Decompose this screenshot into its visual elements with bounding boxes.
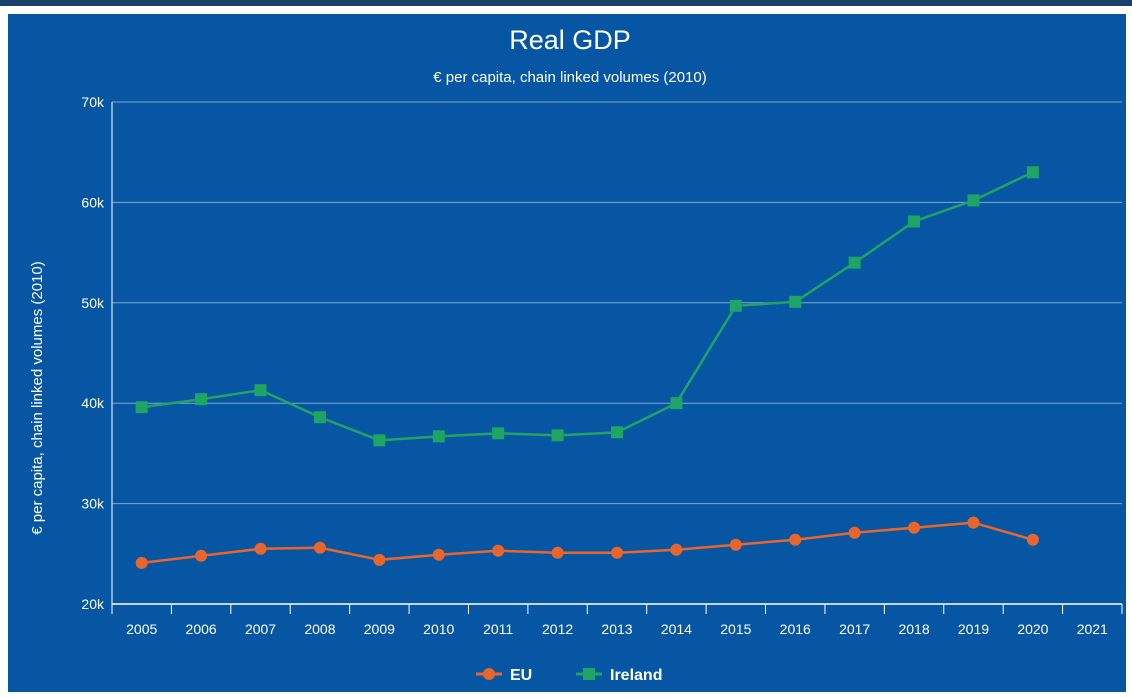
chart-subtitle: € per capita, chain linked volumes (2010… <box>433 69 707 86</box>
data-point-ireland <box>551 429 564 442</box>
data-point-eu <box>611 546 623 559</box>
legend-marker-eu <box>483 668 495 680</box>
data-point-ireland <box>729 299 742 312</box>
y-tick-label: 40k <box>81 395 105 411</box>
x-tick-label: 2007 <box>245 621 276 637</box>
y-tick-label: 30k <box>81 496 105 512</box>
data-point-eu <box>432 548 445 561</box>
x-tick-label: 2008 <box>304 621 335 637</box>
data-point-eu <box>135 556 148 569</box>
x-tick-label: 2014 <box>661 621 692 637</box>
legend: EU Ireland <box>476 667 662 684</box>
data-point-ireland <box>195 393 208 406</box>
x-tick-label: 2011 <box>483 621 513 637</box>
x-tick-label: 2018 <box>898 621 929 637</box>
data-point-ireland <box>611 426 623 439</box>
data-point-eu <box>967 516 980 529</box>
x-tick-label: 2016 <box>780 621 811 637</box>
data-point-eu <box>908 521 921 534</box>
series-line-eu <box>141 521 1034 565</box>
data-point-eu <box>313 541 326 554</box>
x-tick-label: 2017 <box>839 621 870 637</box>
x-tick-label: 2012 <box>542 621 573 637</box>
y-tick-label: 60k <box>81 194 105 210</box>
data-point-eu <box>492 544 505 557</box>
data-point-eu <box>195 549 208 562</box>
data-point-eu <box>254 542 267 555</box>
data-point-ireland <box>789 295 802 308</box>
top-bar <box>0 0 1132 6</box>
data-point-eu <box>373 553 386 566</box>
series-line-ireland <box>141 171 1034 442</box>
data-point-eu <box>670 543 683 556</box>
x-tick-label: 2015 <box>720 621 751 637</box>
data-point-eu <box>551 546 564 559</box>
axes: 20k 30k 40k 50k 60k 70k 2005 2006 2007 2008 2009 20… <box>81 94 1123 637</box>
x-tick-label: 2019 <box>958 621 989 637</box>
data-point-ireland <box>967 194 980 207</box>
chart-title: Real GDP <box>509 25 631 55</box>
data-point-eu <box>729 538 742 551</box>
y-axis-label: € per capita, chain linked volumes (2010… <box>29 261 46 535</box>
x-tick-label: 2006 <box>186 621 217 637</box>
line-chart: Real GDP € per capita, chain linked volu… <box>29 25 1123 684</box>
x-tick-label: 2021 <box>1077 621 1108 637</box>
data-point-ireland <box>848 256 861 269</box>
legend-marker-ireland <box>583 668 595 680</box>
x-tick-label: 2009 <box>364 621 395 637</box>
data-point-ireland <box>492 427 505 440</box>
chart-panel <box>8 14 1126 692</box>
x-tick-label: 2013 <box>601 621 632 637</box>
legend-label-ireland: Ireland <box>610 667 662 684</box>
y-tick-label: 70k <box>81 94 105 110</box>
data-point-ireland <box>313 411 326 424</box>
data-point-ireland <box>908 215 921 228</box>
series-layer <box>135 166 1039 569</box>
x-tick-label: 2010 <box>423 621 454 637</box>
y-tick-label: 20k <box>81 596 105 612</box>
data-point-ireland <box>1026 166 1039 179</box>
x-tick-label: 2005 <box>126 621 157 637</box>
data-point-ireland <box>670 397 683 410</box>
data-point-ireland <box>135 401 148 414</box>
y-tick-label: 50k <box>81 295 105 311</box>
data-point-eu <box>789 533 802 546</box>
data-point-ireland <box>254 384 267 397</box>
data-point-eu <box>848 526 861 539</box>
data-point-eu <box>1026 533 1039 546</box>
gridlines <box>112 101 1122 505</box>
data-point-ireland <box>373 434 386 447</box>
data-point-ireland <box>432 430 445 443</box>
legend-label-eu: EU <box>510 667 532 684</box>
x-tick-label: 2020 <box>1017 621 1048 637</box>
